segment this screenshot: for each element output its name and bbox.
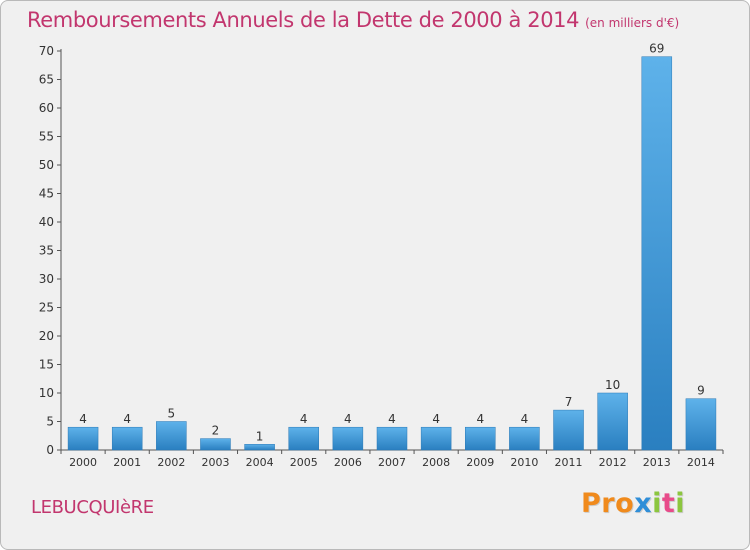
data-label: 10 — [605, 378, 620, 392]
bar — [509, 426, 540, 451]
x-tick-label: 2000 — [69, 456, 97, 469]
logo-letter: t — [661, 488, 676, 519]
bar — [641, 56, 673, 451]
x-tick-label: 2010 — [510, 456, 538, 469]
y-tick-label: 40 — [39, 215, 54, 229]
y-tick-label: 35 — [39, 244, 54, 258]
y-tick-label: 20 — [39, 329, 54, 343]
chart-title-block: Remboursements Annuels de la Dette de 20… — [27, 8, 679, 32]
y-tick-label: 65 — [39, 73, 54, 87]
data-label: 1 — [256, 429, 264, 443]
x-tick-label: 2001 — [113, 456, 141, 469]
data-labels: 4 4 5 2 1 4 4 4 4 4 4 7 10 69 9 — [79, 42, 705, 444]
x-tick-label: 2002 — [157, 456, 185, 469]
data-label: 9 — [697, 384, 705, 398]
data-label: 7 — [565, 395, 573, 409]
data-label: 4 — [432, 412, 440, 426]
x-tick-label: 2011 — [555, 456, 583, 469]
bar — [420, 426, 452, 451]
x-tick-label: 2006 — [334, 456, 362, 469]
y-tick-label: 10 — [39, 386, 54, 400]
x-tick-label: 2004 — [246, 456, 274, 469]
logo-letter: x — [634, 488, 653, 519]
bar — [156, 421, 187, 451]
y-tick-label: 5 — [46, 415, 54, 429]
logo-letter: r — [601, 488, 616, 519]
logo-letter: i — [652, 488, 662, 519]
bar — [553, 409, 584, 451]
x-tick-label: 2008 — [422, 456, 450, 469]
data-label: 5 — [168, 407, 176, 421]
bar — [597, 392, 628, 451]
proxiti-logo[interactable]: Proxiti — [581, 488, 685, 519]
y-tick-label: 50 — [39, 158, 54, 172]
chart-unit-note: (en milliers d'€) — [585, 16, 680, 30]
data-label: 4 — [123, 412, 131, 426]
bar — [244, 444, 275, 451]
y-tick-label: 15 — [39, 358, 54, 372]
x-tick-label: 2013 — [643, 456, 671, 469]
x-tick-label: 2009 — [466, 456, 494, 469]
bars — [67, 56, 717, 451]
x-tick-label: 2012 — [599, 456, 627, 469]
data-label: 4 — [79, 412, 87, 426]
y-tick-label: 30 — [39, 272, 54, 286]
x-tick-label: 2003 — [201, 456, 229, 469]
y-tick-label: 45 — [39, 187, 54, 201]
x-tick-label: 2014 — [687, 456, 715, 469]
y-tick-label: 55 — [39, 130, 54, 144]
y-tick-label: 25 — [39, 301, 54, 315]
data-label: 4 — [344, 412, 352, 426]
bar — [200, 438, 231, 451]
chart-title: Remboursements Annuels de la Dette de 20… — [27, 8, 580, 32]
bar — [332, 426, 364, 451]
bar — [111, 426, 143, 451]
y-tick-label: 60 — [39, 101, 54, 115]
data-label: 2 — [212, 424, 220, 438]
x-tick-label: 2005 — [290, 456, 318, 469]
logo-letter: o — [615, 488, 635, 519]
data-label: 4 — [476, 412, 484, 426]
commune-name: LEBUCQUIèRE — [31, 497, 154, 518]
bar — [67, 426, 99, 451]
logo-letter: P — [581, 488, 602, 519]
bar — [288, 426, 319, 451]
bar — [685, 398, 717, 451]
data-label: 69 — [649, 42, 664, 56]
y-tick-label: 0 — [46, 443, 54, 457]
y-tick-label: 70 — [39, 44, 54, 58]
x-tick-label: 2007 — [378, 456, 406, 469]
data-label: 4 — [388, 412, 396, 426]
bar — [465, 426, 496, 451]
bar — [376, 426, 408, 451]
logo-letter: i — [675, 488, 686, 519]
data-label: 4 — [521, 412, 529, 426]
data-label: 4 — [300, 412, 308, 426]
